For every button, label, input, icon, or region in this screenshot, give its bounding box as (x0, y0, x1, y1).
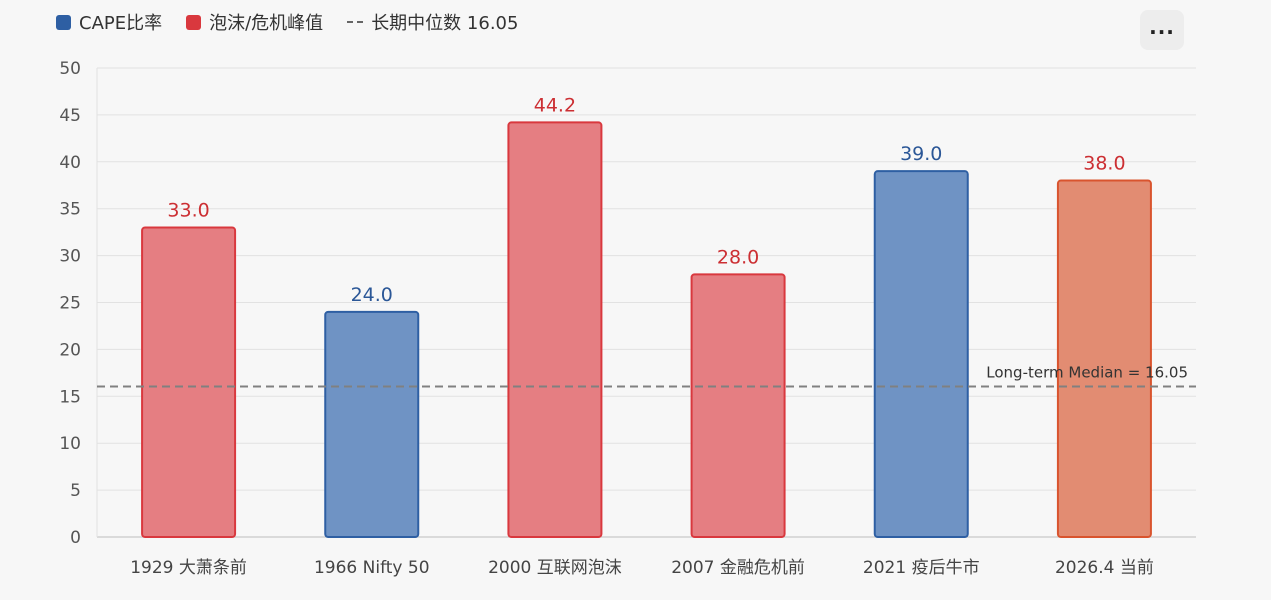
value-labels: 33.0 24.0 44.2 28.0 39.0 38.0 (167, 94, 1125, 305)
x-axis: 1929 大萧条前 1966 Nifty 50 2000 互联网泡沫 2007 金融危… (130, 558, 1154, 578)
legend: CAPE比率 泡沫/危机峰值 长期中位数 16.05 (56, 9, 542, 35)
bar-value-label: 33.0 (167, 199, 209, 221)
x-tick-label: 2026.4 当前 (1055, 558, 1154, 578)
x-tick-label: 2000 互联网泡沫 (488, 558, 622, 578)
y-tick-label: 20 (59, 340, 81, 360)
y-axis: 0 5 10 15 20 25 30 35 40 45 50 (59, 59, 98, 548)
bar-value-label: 39.0 (900, 143, 942, 165)
legend-label-median: 长期中位数 16.05 (371, 13, 519, 34)
legend-swatch-red (186, 14, 202, 30)
bar-value-label: 24.0 (351, 284, 393, 306)
x-tick-label: 1966 Nifty 50 (314, 558, 430, 578)
legend-item-median[interactable]: 长期中位数 16.05 (347, 9, 518, 35)
legend-item-cape[interactable]: CAPE比率 (56, 9, 162, 35)
y-tick-label: 25 (59, 294, 81, 314)
bar[interactable] (324, 310, 420, 538)
bar[interactable] (873, 170, 969, 538)
legend-item-bubble-peak[interactable]: 泡沫/危机峰值 (186, 9, 323, 35)
more-options-icon: ... (1149, 15, 1175, 39)
bar[interactable] (507, 121, 603, 539)
y-tick-label: 0 (70, 528, 81, 548)
legend-label-bubble-peak: 泡沫/危机峰值 (209, 13, 324, 34)
bar-value-label: 28.0 (717, 246, 759, 268)
y-tick-label: 10 (59, 434, 81, 454)
x-tick-label: 1929 大萧条前 (130, 558, 247, 578)
y-tick-label: 50 (59, 59, 81, 79)
y-tick-label: 35 (59, 200, 81, 220)
grid-lines (97, 67, 1196, 538)
y-tick-label: 30 (59, 247, 81, 267)
y-tick-label: 40 (59, 153, 81, 173)
legend-dash-icon (347, 21, 364, 23)
median-reference: Long-term Median = 16.05 (97, 363, 1196, 388)
bar[interactable] (690, 273, 786, 538)
bar[interactable] (141, 226, 237, 539)
y-tick-label: 45 (59, 106, 81, 126)
y-tick-label: 15 (59, 387, 81, 407)
median-label: Long-term Median = 16.05 (986, 363, 1188, 381)
bar-value-label: 44.2 (534, 94, 576, 116)
bar-value-label: 38.0 (1083, 153, 1125, 175)
y-tick-label: 5 (70, 481, 81, 501)
bar[interactable] (1056, 179, 1152, 538)
x-tick-label: 2021 疫后牛市 (863, 558, 980, 578)
more-options-button[interactable]: ... (1140, 10, 1184, 50)
legend-label-cape: CAPE比率 (79, 13, 163, 34)
x-tick-label: 2007 金融危机前 (671, 558, 805, 578)
bars (141, 121, 1152, 539)
legend-swatch-blue (56, 14, 71, 30)
